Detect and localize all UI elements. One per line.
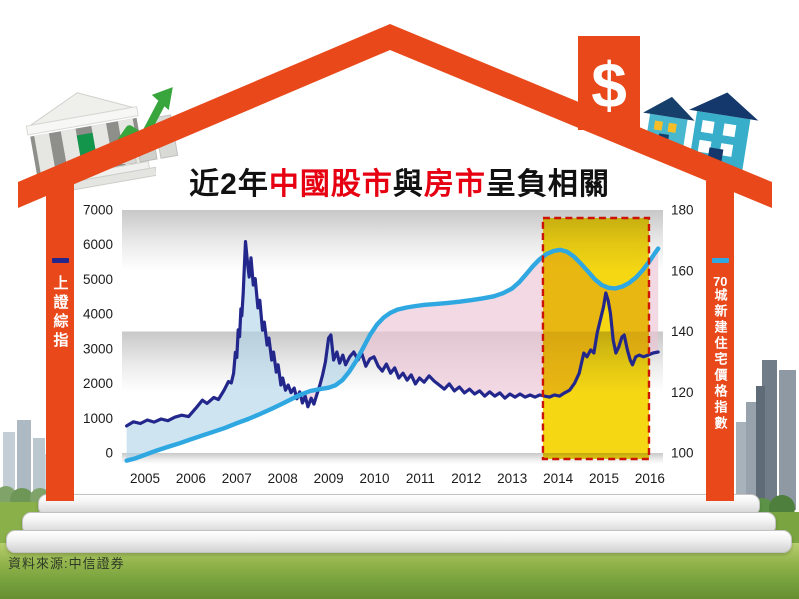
x-axis-tick: 2007 [222,471,252,486]
title-prefix: 近2年 [189,168,269,201]
x-axis-tick: 2014 [543,471,574,486]
left-wall [46,183,74,501]
right-axis-tick: 140 [671,324,694,339]
stock-legend-swatch [51,258,69,263]
stock-above-fill [126,246,297,461]
highlight-border [541,216,651,461]
grid-band [122,453,663,464]
big-house-roof [689,92,759,121]
big-house-window [697,139,712,154]
left-axis-tick: 4000 [83,307,113,322]
big-house-window [700,119,715,134]
x-axis-tick: 2011 [406,471,435,486]
small-house-window [653,120,663,131]
right-axis-tick: 120 [671,385,694,400]
x-axis-tick: 2008 [268,471,298,486]
x-axis-tick: 2006 [176,471,206,486]
left-axis-tick: 2000 [83,376,113,391]
right-axis-tick: 160 [671,263,694,278]
dollar-icon: $ [591,49,627,121]
housing-legend: 70城新建住宅價格指數 [706,258,734,432]
green-arrow-head [151,87,173,111]
x-axis-tick: 2013 [497,471,527,486]
housing-legend-label: 70城新建住宅價格指數 [712,275,728,432]
title-suffix: 呈負相關 [485,168,610,201]
bank-beam [25,106,139,136]
skyscraper [756,386,765,510]
x-axis-ticks: 2005 2006 2007 2008 2009 2010 2011 2012 2013 2014… [130,471,665,486]
left-axis-tick: 0 [105,446,113,461]
right-wall [706,181,734,501]
title-housing-market: 房市 [423,168,486,201]
stock-legend-label: 上證綜指 [51,275,69,351]
big-house-window [722,123,737,138]
left-axis-tick: 7000 [83,203,113,218]
housing-line [124,246,661,463]
building [17,420,31,494]
housing-legend-swatch [711,258,729,263]
left-axis-tick: 1000 [83,411,113,426]
x-axis-tick: 2015 [589,471,619,486]
small-house-window [667,122,677,133]
left-axis-tick: 5000 [83,272,113,287]
x-axis-tick: 2005 [130,471,160,486]
title-stock-market: 中國股市 [268,168,393,201]
page-title: 近2年中國股市與房市呈負相關 [0,159,799,203]
x-axis-tick: 2010 [359,471,389,486]
x-axis-tick: 2009 [314,471,344,486]
pedestal-step-bottom [6,530,792,553]
small-house-roof [643,96,695,121]
skyscraper [736,422,746,510]
left-axis-tick: 6000 [83,237,113,252]
building [3,432,15,494]
housing-legend-text: 城新建住宅價格指數 [712,288,728,432]
stock-legend: 上證綜指 [46,258,74,351]
left-axis-tick: 3000 [83,341,113,356]
skyscraper [779,370,796,510]
x-axis-tick: 2016 [635,471,665,486]
big-house-window [719,143,734,157]
housing-legend-number: 70 [713,275,728,288]
title-middle: 與 [392,168,424,201]
source-note: 資料來源:中信證券 [8,556,125,571]
left-axis-ticks: 7000 6000 5000 4000 3000 2000 1000 0 [83,203,113,461]
x-axis-tick: 2012 [451,471,481,486]
right-axis-ticks: 180 160 140 120 100 [671,203,694,461]
right-axis-tick: 180 [671,203,694,218]
right-axis-tick: 100 [671,446,694,461]
building [33,438,45,496]
skyscraper [762,360,777,510]
